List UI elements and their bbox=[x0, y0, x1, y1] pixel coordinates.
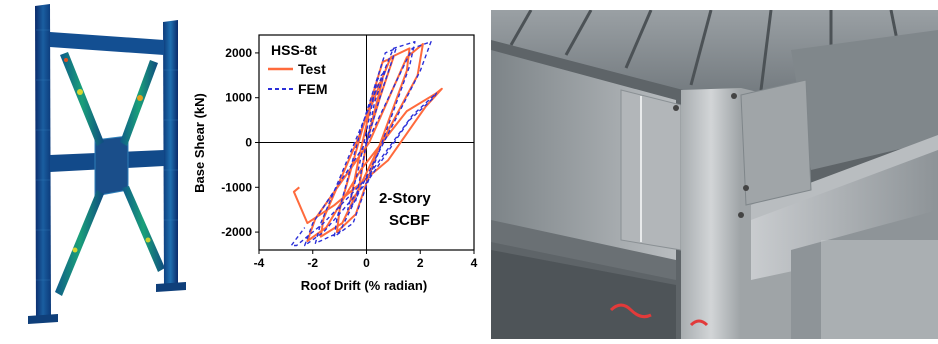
annotation-line2: SCBF bbox=[389, 212, 430, 229]
legend: Test FEM bbox=[268, 61, 328, 97]
y-axis-label: Base Shear (kN) bbox=[192, 93, 207, 193]
fem-frame-contour-icon bbox=[28, 4, 186, 324]
hysteresis-chart: -4 -2 0 2 4 -2000 -1000 0 1000 2000 HSS-8t Test F… bbox=[192, 28, 482, 298]
legend-fem-label: FEM bbox=[298, 81, 328, 97]
x-axis-label: Roof Drift (% radian) bbox=[301, 278, 427, 293]
plot-area: -4 -2 0 2 4 -2000 -1000 0 1000 2000 bbox=[221, 34, 478, 270]
y-tick-label: -2000 bbox=[221, 225, 252, 239]
x-tick-label: -2 bbox=[307, 256, 318, 270]
fem-model-image bbox=[0, 0, 200, 339]
legend-test-label: Test bbox=[298, 61, 326, 77]
annotation-line1: 2-Story bbox=[379, 190, 431, 207]
series-fem-line bbox=[290, 40, 438, 247]
chart-svg: -4 -2 0 2 4 -2000 -1000 0 1000 2000 HSS-8t Test F… bbox=[192, 34, 478, 293]
x-tick-label: 4 bbox=[471, 256, 478, 270]
y-tick-label: 0 bbox=[245, 136, 252, 150]
x-tick-label: 2 bbox=[417, 256, 424, 270]
y-tick-label: 2000 bbox=[225, 46, 252, 60]
y-tick-label: -1000 bbox=[221, 180, 252, 194]
connection-photo bbox=[491, 10, 938, 339]
steel-beam-connection-photo-icon bbox=[491, 10, 938, 339]
chart-title: HSS-8t bbox=[271, 42, 317, 58]
x-tick-label: -4 bbox=[254, 256, 265, 270]
y-tick-label: 1000 bbox=[225, 91, 252, 105]
x-tick-label: 0 bbox=[363, 256, 370, 270]
